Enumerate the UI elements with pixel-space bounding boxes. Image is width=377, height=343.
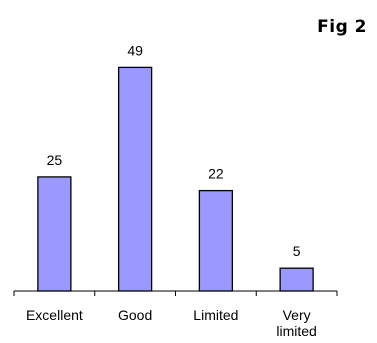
data-label: 25	[47, 152, 63, 168]
data-labels-layer: 25 49 22 5	[47, 42, 301, 259]
x-tick-label: Good	[118, 307, 152, 323]
x-tick-label: Limited	[193, 307, 238, 323]
x-axis-ticks	[13, 291, 338, 296]
bars-layer	[37, 66, 314, 292]
bar-excellent	[37, 176, 72, 292]
x-tick-label: Very limited	[276, 307, 316, 339]
data-label: 22	[208, 166, 224, 182]
data-label: 49	[127, 42, 143, 58]
x-axis-tick-labels: Excellent Good Limited Very limited	[26, 307, 317, 339]
bar-good	[117, 66, 153, 292]
x-tick-label: Excellent	[26, 307, 83, 323]
data-label: 5	[293, 243, 301, 259]
bar-very-limited	[279, 267, 314, 292]
figure-label: Fig 2	[317, 17, 367, 37]
bar-limited	[198, 189, 234, 292]
